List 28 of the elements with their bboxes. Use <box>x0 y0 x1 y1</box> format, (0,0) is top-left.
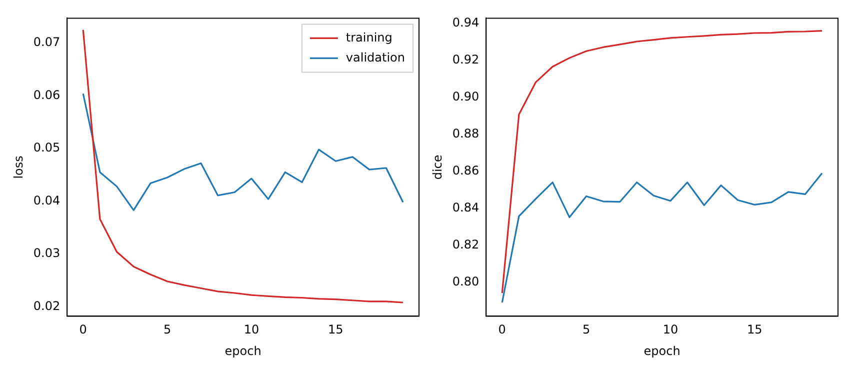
x-axis-title: epoch <box>224 344 262 358</box>
x-tick-label: 15 <box>328 322 344 337</box>
x-tick-label: 5 <box>163 322 172 337</box>
y-tick-label: 0.86 <box>452 163 480 178</box>
y-axis-title: loss <box>11 156 26 179</box>
y-tick-label: 0.94 <box>452 16 480 30</box>
y-axis-title: dice <box>430 154 444 180</box>
x-tick-label: 15 <box>747 322 762 337</box>
y-tick-label: 0.82 <box>452 237 480 252</box>
x-tick-label: 0 <box>498 322 506 337</box>
y-tick-label: 0.03 <box>33 246 60 260</box>
y-tick-label: 0.07 <box>33 35 60 50</box>
x-tick-label: 10 <box>244 322 260 337</box>
y-tick-label: 0.92 <box>452 52 480 66</box>
x-tick-label: 0 <box>79 322 87 337</box>
y-tick-label: 0.80 <box>452 274 480 288</box>
y-tick-label: 0.06 <box>33 88 60 102</box>
y-tick-label: 0.90 <box>452 89 480 104</box>
legend-label: training <box>346 30 392 44</box>
y-tick-label: 0.88 <box>452 126 480 140</box>
y-tick-label: 0.05 <box>33 140 60 155</box>
y-tick-label: 0.84 <box>452 200 480 214</box>
y-tick-label: 0.04 <box>33 193 60 208</box>
y-tick-label: 0.02 <box>33 298 60 313</box>
x-tick-label: 10 <box>662 322 678 337</box>
x-axis-title: epoch <box>644 344 680 358</box>
x-tick-label: 5 <box>582 322 590 337</box>
legend-label: validation <box>346 50 406 64</box>
